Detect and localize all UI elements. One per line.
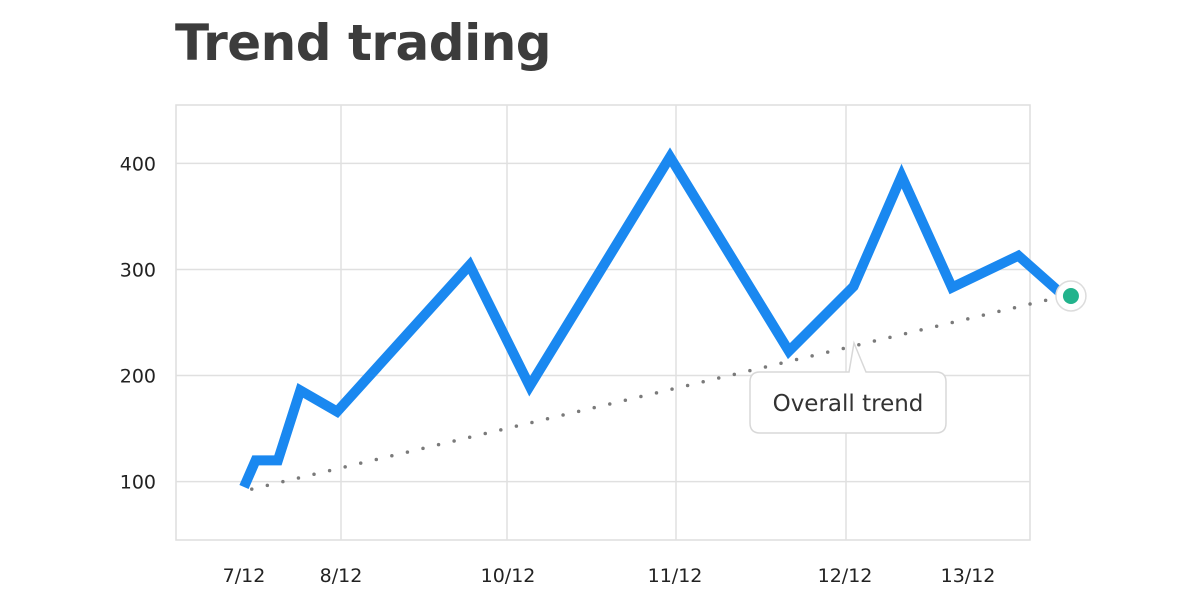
end-point-marker (1062, 287, 1079, 304)
trend-callout: Overall trend (749, 340, 947, 434)
callout-bubble (749, 340, 947, 434)
trend-line (250, 294, 1066, 491)
y-tick-label: 100 (120, 472, 156, 494)
y-tick-label: 400 (120, 153, 156, 175)
trend-layer (250, 294, 1066, 491)
plot-area (175, 104, 1031, 541)
x-tick-label: 12/12 (818, 565, 873, 587)
y-tick-label: 200 (120, 366, 156, 388)
x-tick-label: 13/12 (941, 565, 996, 587)
x-tick-label: 8/12 (320, 565, 363, 587)
x-axis-ticks: 7/12 8/12 10/12 11/12 12/12 13/12 (223, 565, 996, 587)
x-tick-label: 11/12 (648, 565, 703, 587)
x-tick-label: 10/12 (481, 565, 536, 587)
series-layer (239, 147, 1087, 489)
x-tick-label: 7/12 (223, 565, 266, 587)
callout-label: Overall trend (773, 391, 924, 417)
y-tick-label: 300 (120, 259, 156, 281)
series-line (239, 147, 1068, 489)
chart-title: Trend trading (175, 14, 552, 72)
y-axis-ticks: 100 200 300 400 (120, 153, 156, 493)
